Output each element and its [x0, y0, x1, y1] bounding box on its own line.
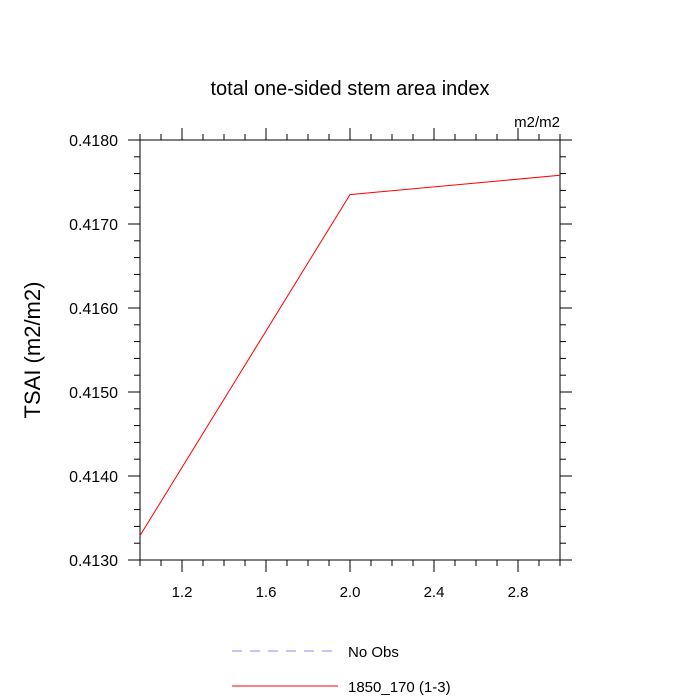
y-tick-label: 0.4150 — [69, 385, 118, 402]
plot-frame — [139, 139, 561, 561]
series-lines — [139, 174, 561, 536]
plot-area: 1.2 1.6 2.0 2.4 2.8 0.4130 0.4140 0.4150 0.4160… — [69, 128, 572, 601]
legend-label-no-obs: No Obs — [348, 644, 399, 661]
y-tick-labels: 0.4130 0.4140 0.4150 0.4160 0.4170 0.4180 — [69, 133, 118, 570]
y-tick-label: 0.4170 — [69, 217, 118, 234]
y-tick-label: 0.4130 — [69, 553, 118, 570]
series-line-1 — [139, 174, 561, 536]
legend-label-1850-170: 1850_170 (1-3) — [348, 679, 451, 696]
y-tick-label: 0.4160 — [69, 301, 118, 318]
y-axis-label: TSAI (m2/m2) — [20, 282, 45, 419]
x-tick-label: 2.0 — [340, 584, 361, 601]
x-tick-label: 1.2 — [172, 584, 193, 601]
x-tick-label: 2.8 — [508, 584, 529, 601]
y-tick-label: 0.4180 — [69, 133, 118, 150]
units-label: m2/m2 — [514, 114, 560, 131]
major-ticks — [128, 128, 572, 572]
x-tick-label: 1.6 — [256, 584, 277, 601]
x-tick-label: 2.4 — [424, 584, 445, 601]
x-tick-labels: 1.2 1.6 2.0 2.4 2.8 — [172, 584, 529, 601]
chart-title: total one-sided stem area index — [210, 78, 489, 100]
minor-ticks — [134, 134, 566, 566]
legend: No Obs 1850_170 (1-3) — [232, 644, 451, 696]
y-tick-label: 0.4140 — [69, 469, 118, 486]
